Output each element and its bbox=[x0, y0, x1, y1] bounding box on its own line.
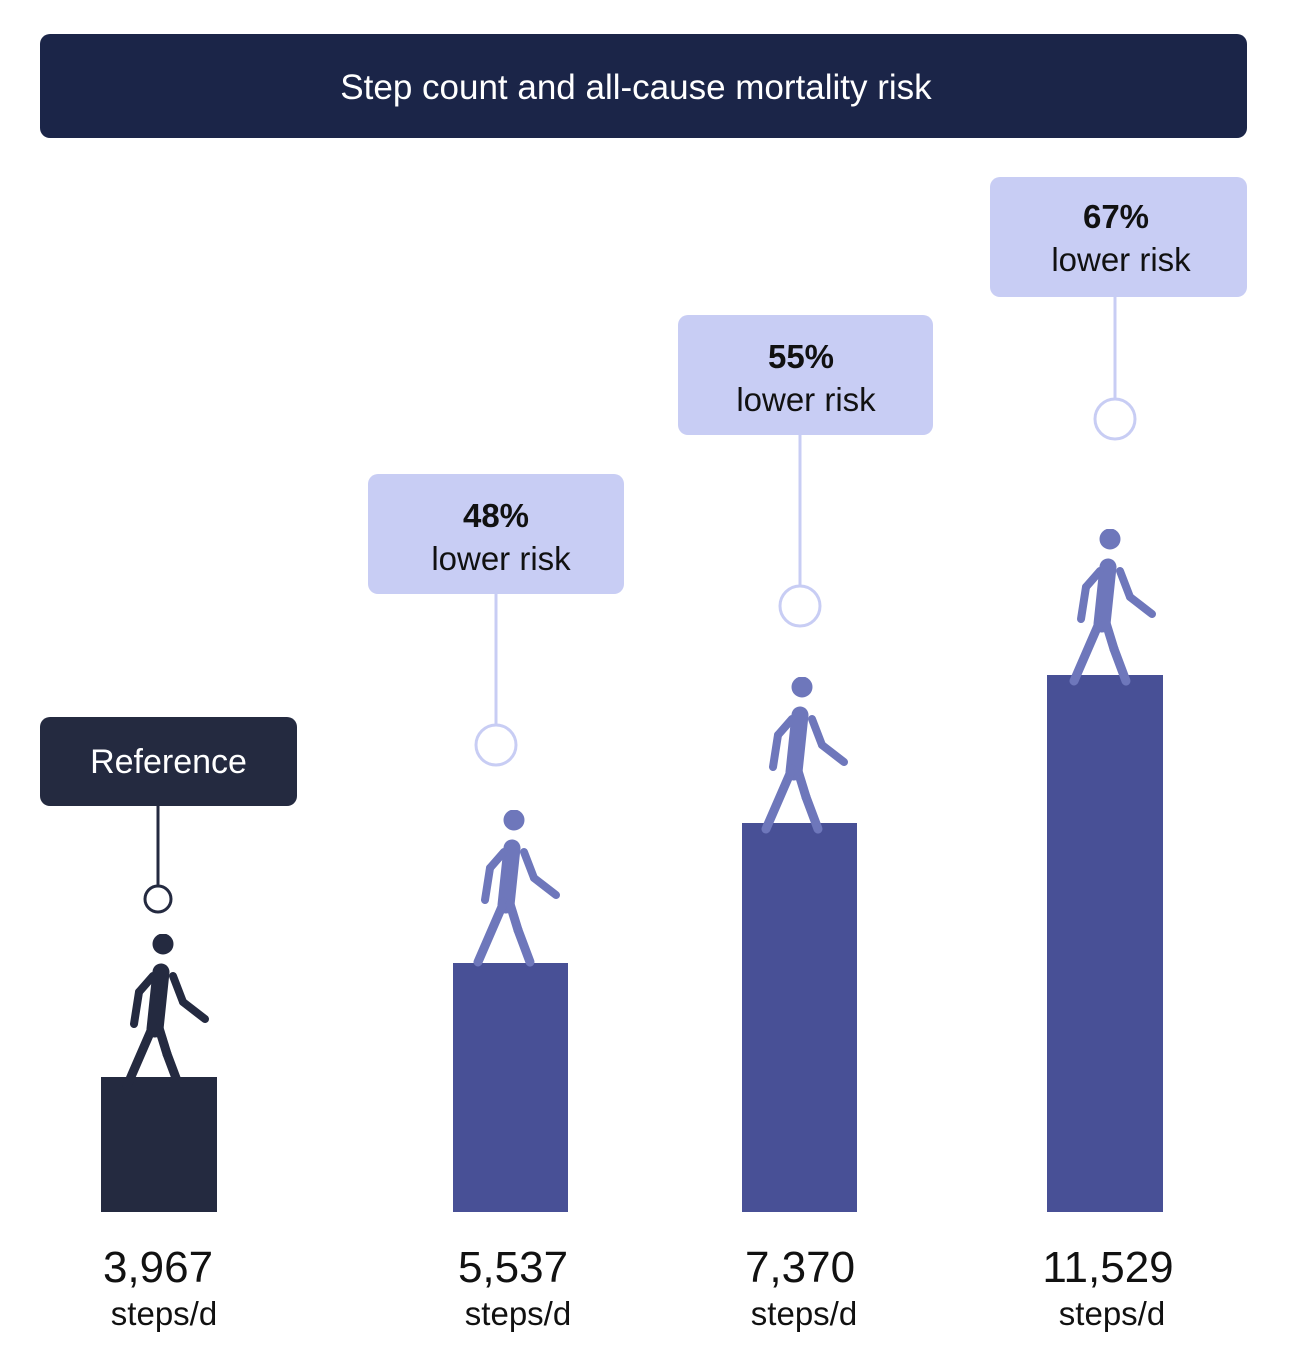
callout-text-48: lower risk bbox=[431, 540, 571, 577]
callout-box-67 bbox=[990, 177, 1247, 297]
bar-5537 bbox=[453, 963, 568, 1212]
category-group-2: 48% lower risk 5,537 steps/d bbox=[368, 474, 624, 1332]
title-banner bbox=[40, 34, 1247, 138]
reference-label-box bbox=[40, 717, 297, 806]
callout-box-48 bbox=[368, 474, 624, 594]
steps-unit-label: steps/d bbox=[111, 1295, 217, 1332]
steps-value-5537: 5,537 bbox=[458, 1243, 568, 1292]
steps-unit-label: steps/d bbox=[751, 1295, 857, 1332]
chart-title: Step count and all-cause mortality risk bbox=[340, 68, 932, 107]
callout-text-55: lower risk bbox=[736, 381, 876, 418]
walking-person-icon bbox=[766, 677, 844, 829]
walking-person-icon bbox=[478, 810, 556, 962]
category-group-1: Reference 3,967 steps/d bbox=[40, 717, 297, 1332]
reference-label: Reference bbox=[90, 743, 247, 781]
steps-unit-label: steps/d bbox=[465, 1295, 571, 1332]
bar-3967 bbox=[101, 1077, 217, 1212]
category-group-3: 55% lower risk 7,370 steps/d bbox=[678, 315, 933, 1332]
callout-percent-55: 55% bbox=[768, 338, 834, 375]
steps-value-7370: 7,370 bbox=[745, 1243, 855, 1292]
bar-11529 bbox=[1047, 675, 1163, 1212]
callout-marker-55 bbox=[778, 584, 822, 628]
steps-unit-label: steps/d bbox=[1059, 1295, 1165, 1332]
callout-marker-48 bbox=[474, 723, 518, 767]
reference-marker bbox=[143, 884, 173, 914]
walking-person-icon bbox=[127, 934, 205, 1086]
callout-text-67: lower risk bbox=[1051, 241, 1191, 278]
callout-marker-67 bbox=[1093, 397, 1137, 441]
steps-value-3967: 3,967 bbox=[103, 1243, 213, 1292]
bar-7370 bbox=[742, 823, 857, 1212]
category-group-4: 67% lower risk 11,529 steps/d bbox=[990, 177, 1247, 1332]
callout-percent-67: 67% bbox=[1083, 198, 1149, 235]
steps-value-11529: 11,529 bbox=[1042, 1243, 1173, 1292]
walking-person-icon bbox=[1074, 529, 1152, 681]
callout-percent-48: 48% bbox=[463, 497, 529, 534]
callout-box-55 bbox=[678, 315, 933, 435]
